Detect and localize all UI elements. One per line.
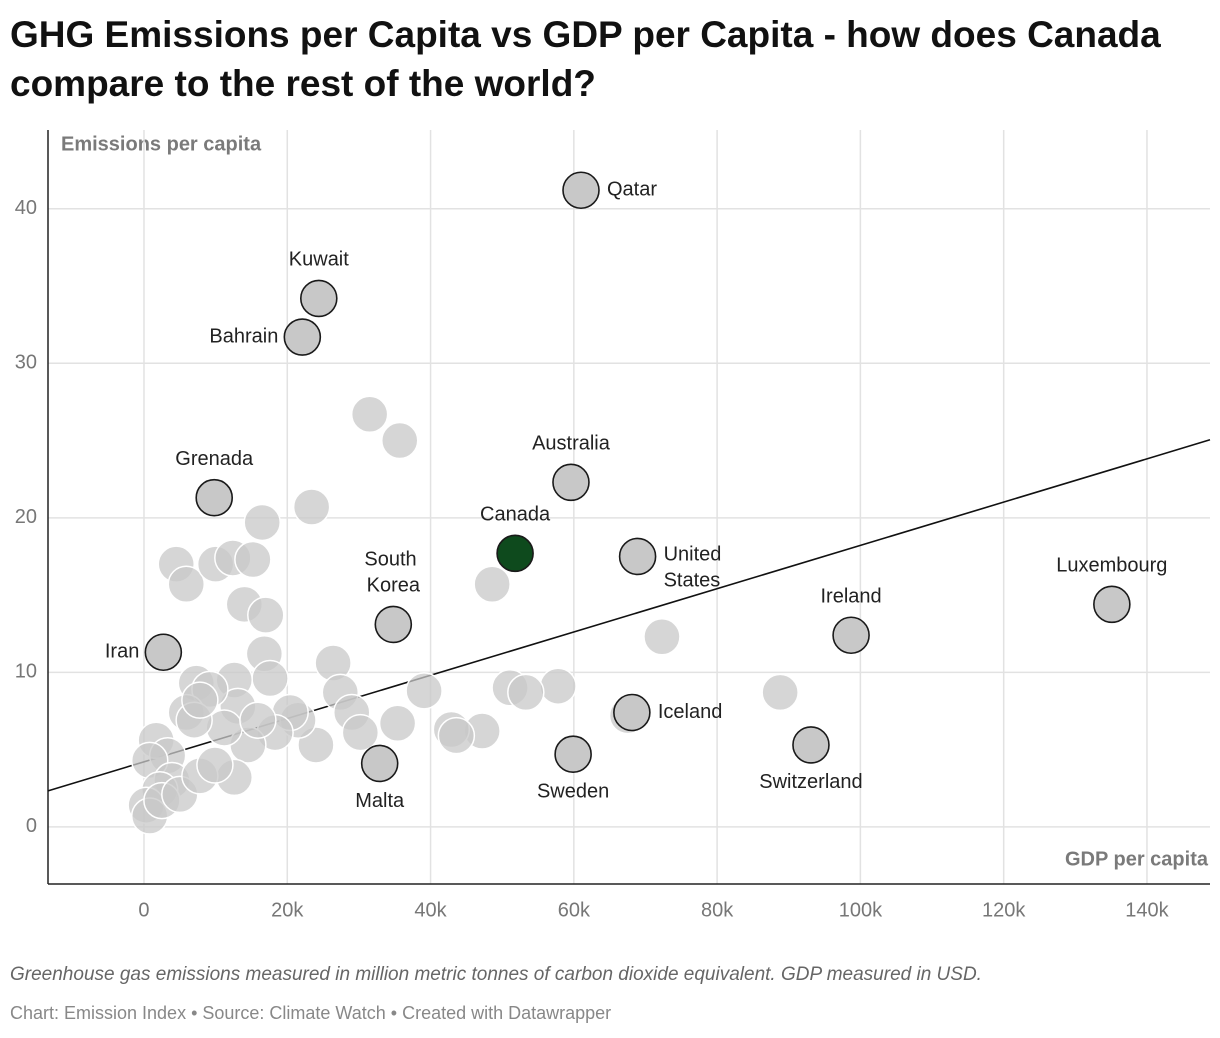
point xyxy=(234,540,272,579)
point-label: Malta xyxy=(355,790,405,812)
highlight-point xyxy=(496,534,534,573)
chart-source: Chart: Emission Index • Source: Climate … xyxy=(10,1003,612,1023)
point-label: South Korea xyxy=(364,549,422,597)
point xyxy=(350,395,389,434)
point-label: Qatar xyxy=(607,179,657,201)
point xyxy=(167,565,206,604)
point xyxy=(196,746,234,784)
highlight-point xyxy=(552,463,590,502)
highlight-point xyxy=(299,279,338,318)
x-axis-label: GDP per capita xyxy=(1065,848,1209,870)
point-label: Canada xyxy=(480,504,551,526)
x-tick-label: 40k xyxy=(414,899,447,921)
point xyxy=(381,421,419,460)
highlight-point xyxy=(360,744,399,783)
point-label: Switzerland xyxy=(759,771,862,793)
y-tick-label: 20 xyxy=(15,506,37,528)
point xyxy=(341,713,380,752)
point xyxy=(405,672,443,710)
label-line: United xyxy=(664,544,727,566)
point-label: Sweden xyxy=(537,780,609,802)
highlight-point xyxy=(792,726,830,764)
highlight-point xyxy=(562,171,600,210)
highlight-point xyxy=(144,633,183,672)
label-line: States xyxy=(664,570,721,592)
point-label: Australia xyxy=(532,433,611,455)
point-label: Grenada xyxy=(175,448,254,470)
point xyxy=(437,716,476,755)
x-tick-label: 0 xyxy=(138,899,149,921)
point-label: Luxembourg xyxy=(1056,555,1167,577)
x-tick-label: 100k xyxy=(839,899,883,921)
point xyxy=(378,704,417,743)
point-label: Ireland xyxy=(821,586,882,608)
x-tick-label: 120k xyxy=(982,899,1026,921)
x-tick-label: 140k xyxy=(1125,899,1169,921)
point xyxy=(761,673,799,712)
y-tick-label: 10 xyxy=(15,661,37,683)
point xyxy=(643,618,681,656)
point xyxy=(251,659,289,698)
x-tick-label: 20k xyxy=(271,899,304,921)
y-axis-label: Emissions per capita xyxy=(61,133,262,155)
highlight-point xyxy=(1093,585,1131,624)
chart-title: GHG Emissions per Capita vs GDP per Capi… xyxy=(10,14,1161,104)
y-tick-label: 30 xyxy=(15,352,37,374)
point-label: Kuwait xyxy=(289,249,349,271)
chart: Emissions per capita GDP per capita 0 10 2… xyxy=(15,130,1211,921)
highlight-point xyxy=(554,735,592,774)
point-label: Bahrain xyxy=(209,325,278,347)
highlight-point xyxy=(283,318,322,356)
point xyxy=(507,673,545,712)
point xyxy=(473,565,511,604)
x-tick-label: 80k xyxy=(701,899,734,921)
y-tick-label: 40 xyxy=(15,197,37,219)
label-line: South xyxy=(364,549,422,571)
highlight-point xyxy=(618,537,657,576)
grid xyxy=(48,130,1210,884)
chart-note: Greenhouse gas emissions measured in mil… xyxy=(10,964,982,985)
highlight-point xyxy=(832,616,870,655)
point-label: Iceland xyxy=(658,701,723,723)
point xyxy=(243,503,281,542)
point xyxy=(239,701,277,739)
x-tick-label: 60k xyxy=(558,899,591,921)
highlight-point xyxy=(195,478,234,517)
label-line: Korea xyxy=(367,575,421,597)
highlight-point xyxy=(613,693,651,732)
y-tick-label: 0 xyxy=(26,815,37,837)
highlight-point xyxy=(374,605,413,644)
point-label: Iran xyxy=(105,641,139,663)
point-label: United States xyxy=(664,544,727,592)
point xyxy=(292,488,331,526)
point xyxy=(247,596,285,634)
point xyxy=(181,681,219,719)
point xyxy=(539,667,577,705)
